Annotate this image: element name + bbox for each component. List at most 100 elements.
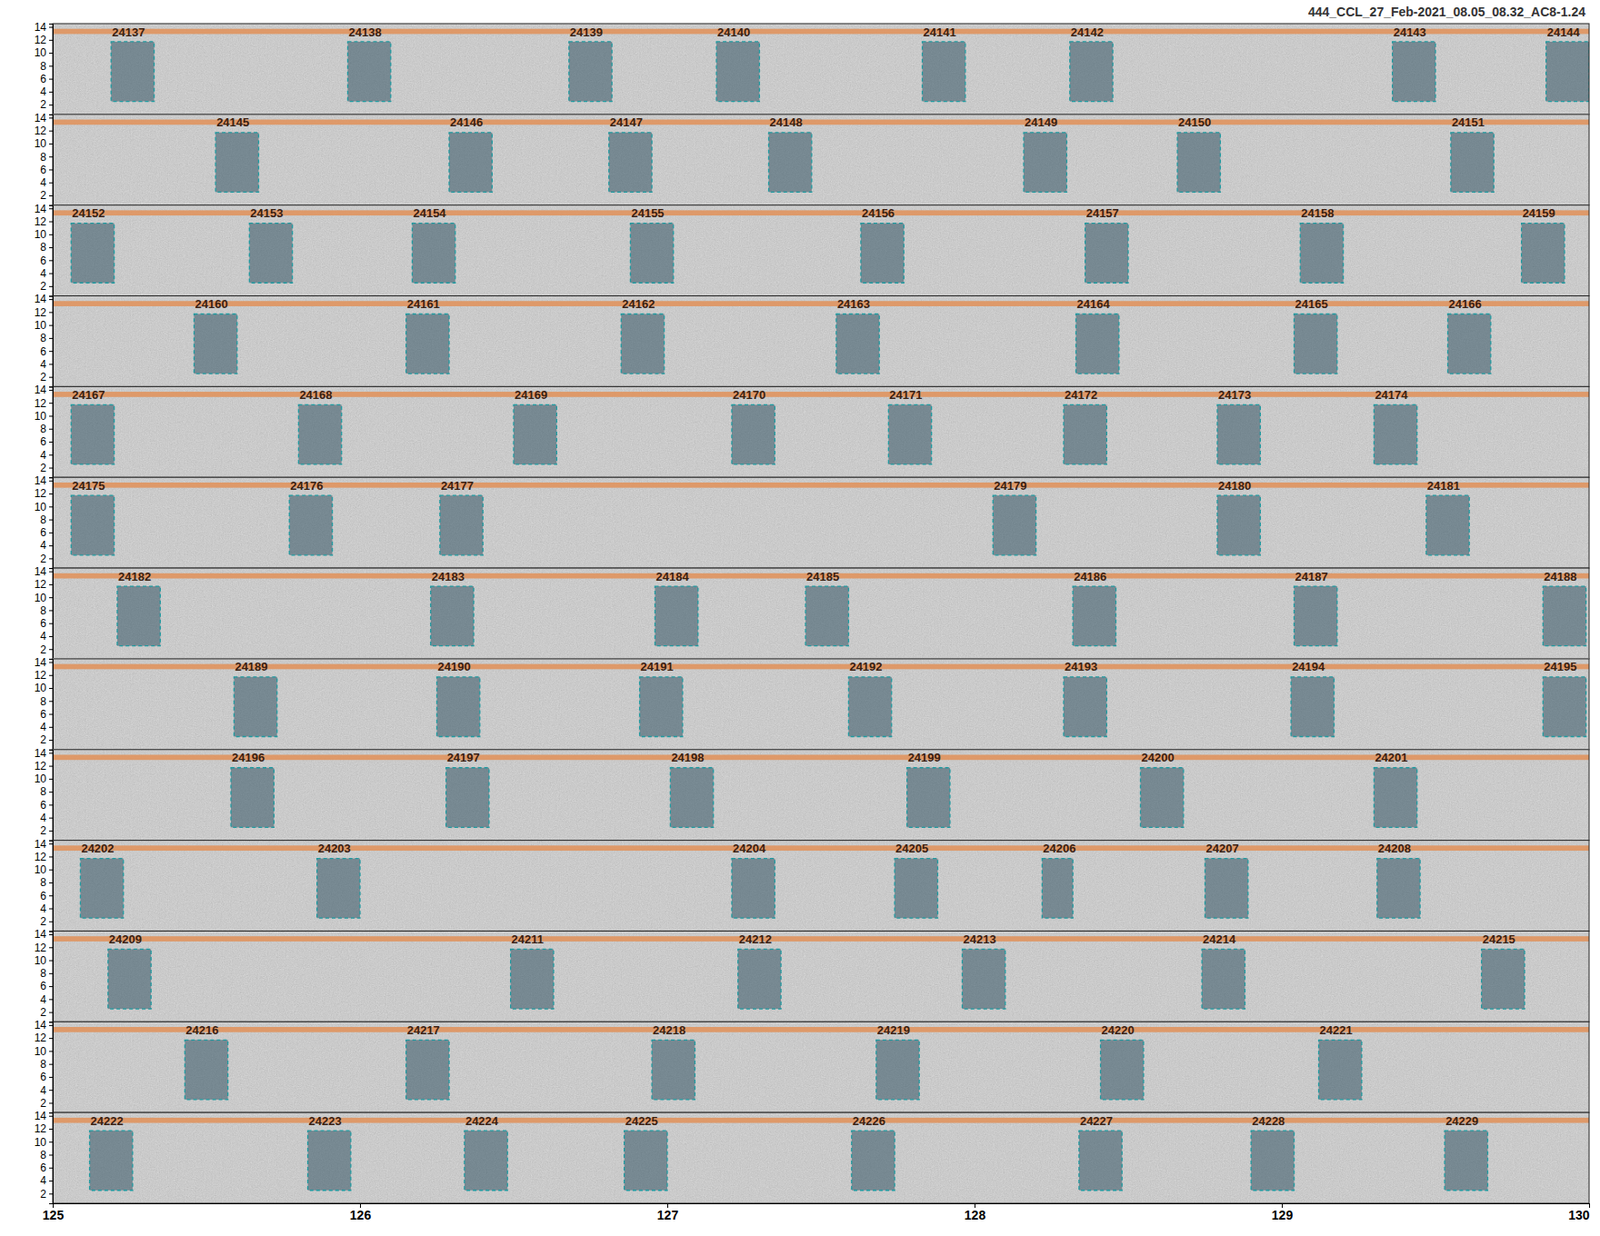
spectrogram-background: [52, 568, 1590, 660]
tick: 14: [34, 383, 53, 397]
tick-mark: [49, 377, 53, 379]
box-label: 24195: [1543, 660, 1577, 674]
annotation-box: [1392, 41, 1436, 102]
tick-mark: [49, 27, 53, 29]
tick-mark: [49, 65, 53, 67]
tick: 10: [34, 410, 53, 423]
box-label: 24200: [1141, 750, 1175, 765]
tick-label: 12: [34, 306, 48, 320]
tick-label: 12: [34, 33, 48, 47]
label-band: [52, 754, 1590, 760]
tick: 4: [40, 1084, 53, 1098]
annotation-box: [440, 495, 483, 556]
marks: [52, 300, 1590, 374]
annotation-box: [654, 586, 698, 647]
axis-line: [49, 387, 54, 479]
row-frame: [52, 477, 1590, 569]
spectrogram-background: [52, 1112, 1590, 1204]
tick-label: 12: [34, 760, 48, 773]
tick: 2: [40, 643, 53, 657]
tick: 4: [40, 811, 53, 825]
annotation-box: [640, 677, 683, 738]
box-label: 24227: [1080, 1114, 1113, 1129]
row-frame: [52, 114, 1590, 206]
box-label: 24228: [1251, 1114, 1285, 1129]
box-label: 24193: [1064, 660, 1098, 674]
annotation-box: [1140, 768, 1184, 829]
row-frame: [52, 1021, 1590, 1113]
annotation-box: [110, 41, 154, 102]
tick-mark: [49, 661, 53, 663]
tick: 12: [34, 33, 53, 47]
annotation-box: [406, 1040, 450, 1100]
tick-label: 14: [34, 565, 48, 579]
tick-mark: [49, 843, 53, 845]
tick-label: 12: [34, 487, 48, 500]
annotation-box: [836, 314, 880, 375]
box-label: 24142: [1070, 25, 1104, 40]
annotation-box: [298, 404, 341, 465]
box-label: 24212: [739, 932, 772, 947]
tick-mark: [49, 441, 53, 443]
tick-label: 14: [34, 20, 48, 34]
chart: 444_CCL_27_Feb-2021_08.05_08.32_AC8-1.24…: [0, 0, 1600, 1236]
tick-label: 129: [1271, 1208, 1294, 1223]
annotation-box: [510, 949, 554, 1010]
marks: [52, 210, 1590, 283]
tick-label: 4: [40, 1174, 47, 1188]
annotation-box: [620, 314, 664, 375]
y-axis: 2468101214: [34, 928, 54, 1022]
row: 2419624197241982419924200242012468101214: [34, 747, 1590, 841]
tick-label: 6: [40, 980, 47, 993]
tick-mark: [49, 402, 53, 404]
axis-line: [49, 1113, 54, 1205]
annotation-box: [1294, 314, 1338, 375]
annotation-box: [1377, 859, 1420, 920]
annotation-box: [70, 223, 114, 284]
row: 2421624217242182421924220242212468101214: [34, 1019, 1590, 1113]
annotation-box: [1373, 768, 1417, 829]
label-band: [52, 1027, 1590, 1033]
tick-label: 2: [40, 461, 47, 475]
tick-label: 8: [40, 331, 47, 345]
annotation-box: [406, 314, 450, 375]
tick-mark: [49, 947, 53, 949]
box-label: 24186: [1073, 570, 1107, 584]
tick: 2: [40, 280, 53, 293]
annotation-box: [437, 677, 480, 738]
box-label: 24168: [299, 388, 332, 402]
tick-label: 14: [34, 111, 48, 125]
annotation-box: [1542, 586, 1586, 647]
tick-label: 8: [40, 695, 47, 709]
tick-label: 12: [34, 669, 48, 682]
tick-mark: [49, 1116, 53, 1118]
label-band: [52, 120, 1590, 126]
tick: 14: [34, 656, 53, 670]
box-label: 24162: [621, 297, 655, 311]
axis-line: [49, 114, 54, 206]
tick-mark: [49, 766, 53, 768]
tick: 128: [964, 1203, 987, 1223]
tick-label: 6: [40, 526, 47, 540]
tick-label: 128: [964, 1208, 987, 1223]
box-label: 24224: [465, 1114, 500, 1129]
tick-label: 6: [40, 617, 47, 630]
tick-mark: [49, 856, 53, 858]
box-label: 24173: [1218, 388, 1251, 402]
tick-label: 2: [40, 1006, 47, 1020]
box-label: 24226: [852, 1114, 886, 1129]
tick: 4: [40, 85, 53, 99]
tick-label: 6: [40, 890, 47, 903]
row-frame: [52, 840, 1590, 932]
tick-mark: [49, 675, 53, 677]
tick-label: 10: [34, 954, 48, 968]
annotation-box: [193, 314, 237, 375]
tick: 4: [40, 1174, 53, 1188]
box-label: 24151: [1451, 115, 1485, 130]
box-label: 24181: [1427, 479, 1460, 493]
label-band: [52, 391, 1590, 398]
row-frame: [52, 750, 1590, 841]
box-label: 24154: [412, 206, 447, 220]
tick-mark: [49, 390, 53, 391]
tick-mark: [49, 506, 53, 508]
